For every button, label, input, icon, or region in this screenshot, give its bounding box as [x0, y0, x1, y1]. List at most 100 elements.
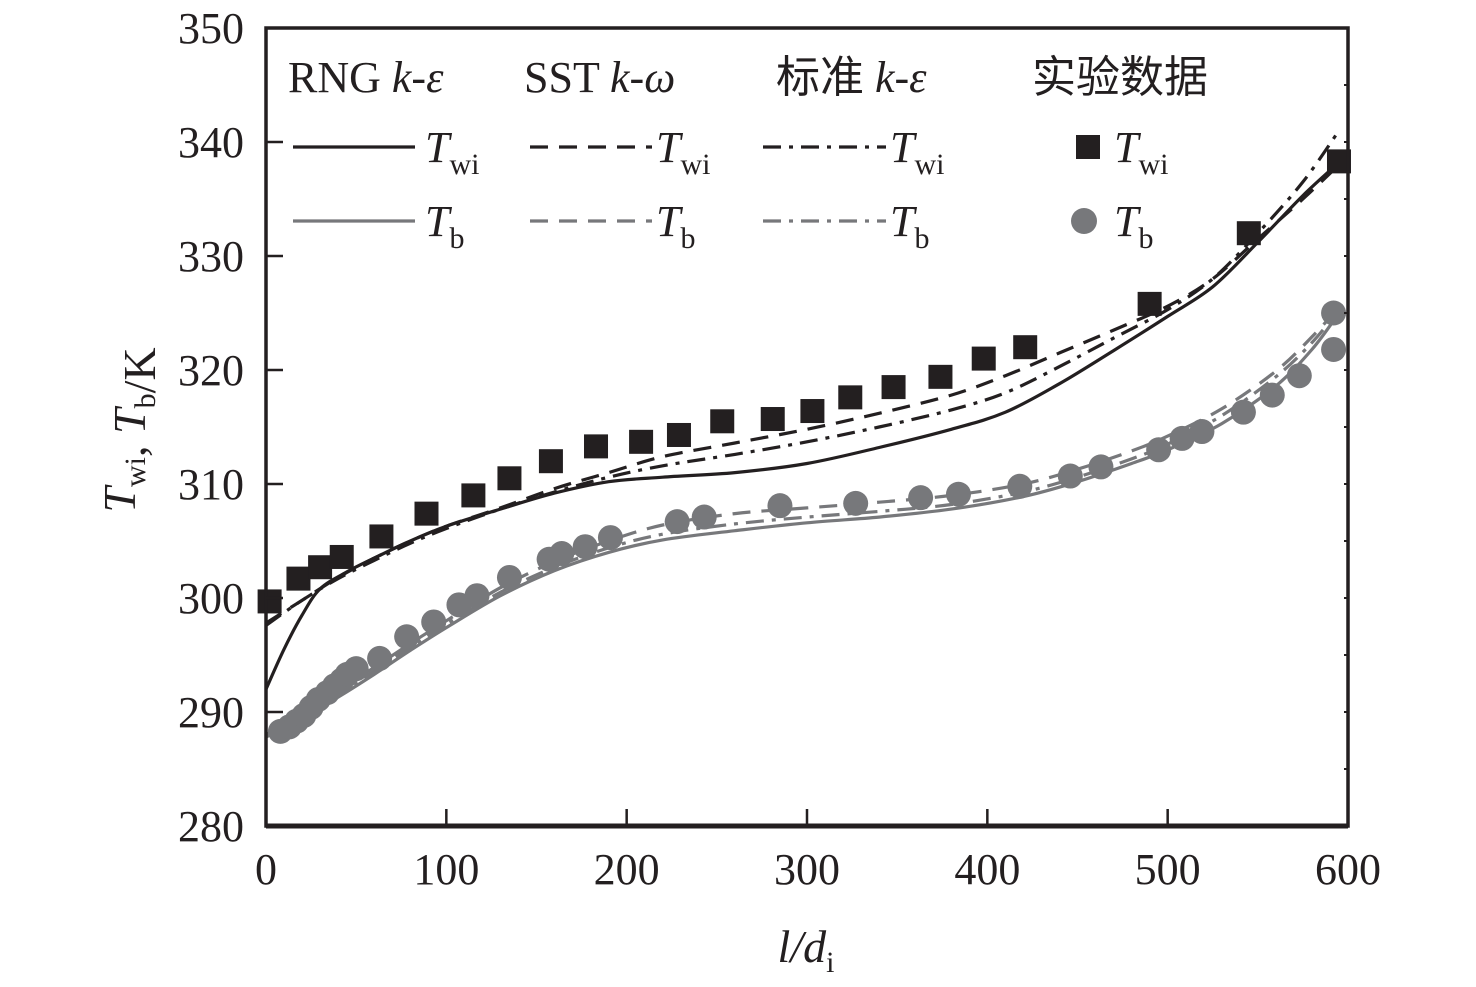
data-point-circle: [421, 609, 447, 635]
data-point-circle: [394, 624, 420, 650]
legend-label-sub: b: [449, 222, 464, 255]
data-point-circle: [1057, 463, 1083, 489]
x-tick-label: 500: [1135, 845, 1201, 894]
data-point-square: [369, 524, 394, 549]
axes: [264, 26, 1350, 829]
data-point-square: [286, 566, 311, 591]
legend-title-part: k-ε: [392, 53, 444, 102]
marker-layer: [257, 149, 1351, 744]
data-point-square: [629, 429, 654, 454]
legend-label-sub: b: [914, 222, 929, 255]
legend-group-3: 实验数据 Twi Tb: [1032, 53, 1208, 255]
legend-group-title: 标准 k-ε: [776, 53, 927, 102]
y-tick-label: 290: [178, 688, 244, 737]
legend-label-sub: wi: [914, 148, 944, 181]
y-tick-label: 350: [178, 4, 244, 53]
x-tick-label: 200: [594, 845, 660, 894]
data-point-square: [928, 364, 953, 389]
x-axis-title: l/di: [778, 921, 835, 979]
legend-label-main: T: [1114, 197, 1142, 246]
data-point-square: [838, 385, 863, 410]
data-point-circle: [1146, 437, 1172, 463]
legend-row-label: Tb: [656, 197, 695, 255]
data-point-circle: [572, 534, 598, 560]
data-point-square: [1137, 291, 1162, 316]
data-point-square: [710, 409, 735, 434]
y-tick-label: 300: [178, 574, 244, 623]
legend-title-part: k-ω: [610, 53, 675, 102]
data-point-circle: [908, 485, 934, 511]
y-axis-title-part: T: [94, 484, 145, 513]
legend-group-title: RNG k-ε: [288, 53, 444, 102]
legend-label-main: T: [656, 123, 684, 172]
x-tick-label: 600: [1315, 845, 1381, 894]
y-axis-title-part: ,: [104, 434, 155, 457]
legend-row-label: Twi: [425, 123, 479, 181]
data-point-circle: [464, 583, 490, 609]
data-point-square: [584, 434, 609, 459]
data-point-square: [971, 346, 996, 371]
data-point-circle: [367, 645, 393, 671]
y-tick-label: 340: [178, 118, 244, 167]
data-point-square: [800, 399, 825, 424]
legend-label-main: T: [425, 123, 453, 172]
legend-group-title: 实验数据: [1032, 53, 1208, 102]
data-point-circle: [767, 493, 793, 519]
data-point-circle: [1286, 363, 1312, 389]
series-line-2: [265, 129, 1341, 627]
data-point-circle: [1230, 399, 1256, 425]
data-point-circle: [843, 490, 869, 516]
legend-label-sub: b: [1138, 222, 1153, 255]
data-point-circle: [496, 564, 522, 590]
legend-title-part: RNG: [288, 53, 392, 102]
data-point-circle: [343, 656, 369, 682]
legend-row-label: Tb: [1114, 197, 1153, 255]
data-point-square: [414, 501, 439, 526]
data-point-square: [1236, 221, 1261, 246]
data-point-square: [497, 466, 522, 491]
data-point-circle: [549, 541, 575, 567]
data-point-circle: [691, 504, 717, 530]
legend-label-sub: wi: [1138, 148, 1168, 181]
series-line-1: [265, 163, 1341, 625]
x-tick-label: 100: [413, 845, 479, 894]
legend-title-part: 标准: [776, 53, 875, 102]
y-axis-title-sub: b: [129, 393, 162, 408]
y-axis-title: Twi, Tb/K: [94, 347, 165, 512]
x-axis-title-main: l/d: [778, 921, 828, 972]
legend-row-label: Twi: [1114, 123, 1168, 181]
data-point-circle: [1259, 382, 1285, 408]
data-point-square: [329, 544, 354, 569]
legend-title-part: 实验数据: [1032, 53, 1208, 102]
tick-labels: 0 100 200 300 400 500 600 280 290 300 310 320 330 340…: [178, 4, 1381, 894]
data-point-circle: [1321, 300, 1347, 326]
data-point-circle: [597, 525, 623, 551]
legend-label-main: T: [890, 197, 918, 246]
legend-label-main: T: [890, 123, 918, 172]
legend-row-label: Tb: [425, 197, 464, 255]
legend-circle-marker: [1071, 208, 1097, 234]
data-point-circle: [1321, 336, 1347, 362]
y-tick-label: 330: [178, 232, 244, 281]
data-point-square: [538, 449, 563, 474]
data-point-square: [257, 589, 282, 614]
data-point-circle: [1169, 425, 1195, 451]
data-point-circle: [1088, 454, 1114, 480]
legend-row-label: Twi: [890, 123, 944, 181]
data-point-circle: [1007, 473, 1033, 499]
x-axis-title-sub: i: [826, 946, 834, 979]
y-axis-title-part: /K: [114, 347, 165, 393]
legend-group-title: SST k-ω: [524, 53, 675, 102]
data-point-circle: [1189, 419, 1215, 445]
data-point-circle: [664, 509, 690, 535]
legend-label-main: T: [425, 197, 453, 246]
y-axis-title-part: T: [104, 405, 155, 434]
legend-label-sub: wi: [449, 148, 479, 181]
axis-titles: l/di Twi, Tb/K: [94, 347, 834, 979]
data-point-square: [308, 555, 333, 580]
